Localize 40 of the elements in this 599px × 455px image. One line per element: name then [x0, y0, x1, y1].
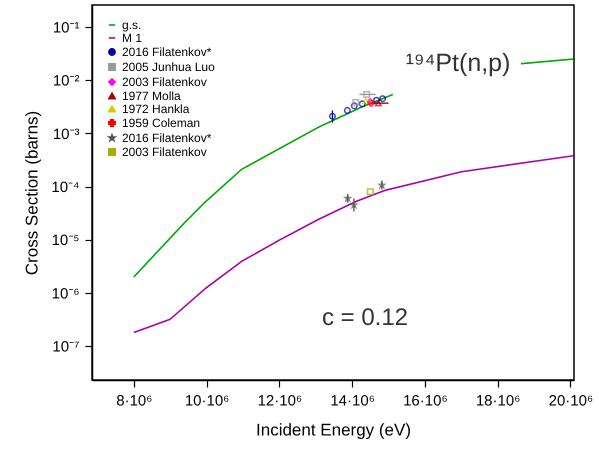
annotation: c = 0.12: [322, 304, 408, 331]
point: [366, 188, 374, 196]
point: [352, 99, 360, 106]
y-tick-label: 10⁻⁷: [52, 338, 80, 356]
point: [358, 100, 366, 108]
legend-label: 2003 Filatenkov: [122, 75, 207, 89]
legend-label: g.s.: [122, 18, 142, 32]
y-tick-label: 10⁻⁶: [52, 285, 80, 302]
x-tick-label: 8·10⁶: [116, 392, 152, 410]
y-axis-title: Cross Section (barns): [22, 110, 42, 276]
y-tick-label: 10⁻³: [52, 126, 80, 143]
legend-label: 2016 Filatenkov*: [122, 45, 212, 59]
legend-label: M 1: [122, 31, 142, 45]
point: [350, 102, 358, 110]
point: [374, 100, 382, 106]
legend-label: 2016 Filatenkov*: [122, 131, 212, 145]
x-axis-title: Incident Energy (eV): [256, 420, 411, 440]
line-series: [133, 154, 574, 334]
legend-label: 1959 Coleman: [122, 116, 200, 130]
y-tick-label: 10⁻¹: [52, 20, 80, 37]
x-tick-label: 14·10⁶: [330, 392, 375, 410]
legend-label: 2003 Filatenkov: [122, 145, 207, 159]
legend-label: 2005 Junhua Luo: [122, 60, 216, 74]
legend-label: 1977 Molla: [122, 89, 182, 103]
point: [362, 98, 370, 104]
x-tick-label: 20·10⁶: [548, 392, 594, 410]
point: [379, 95, 386, 102]
x-tick-label: 12·10⁶: [258, 392, 302, 410]
point: [344, 106, 351, 114]
y-tick-label: 10⁻⁵: [52, 232, 80, 250]
y-tick-label: 10⁻²: [52, 72, 80, 90]
x-tick-label: 10·10⁶: [184, 392, 230, 410]
point: [372, 96, 380, 104]
annotation: ¹⁹⁴Pt(n,p): [406, 49, 510, 77]
point: [363, 90, 370, 98]
x-tick-label: 16·10⁶: [403, 392, 448, 410]
y-tick-label: 10⁻⁴: [51, 179, 80, 196]
legend-label: 1972 Hankla: [122, 102, 190, 116]
x-tick-label: 18·10⁶: [476, 392, 520, 410]
point: [328, 112, 336, 120]
